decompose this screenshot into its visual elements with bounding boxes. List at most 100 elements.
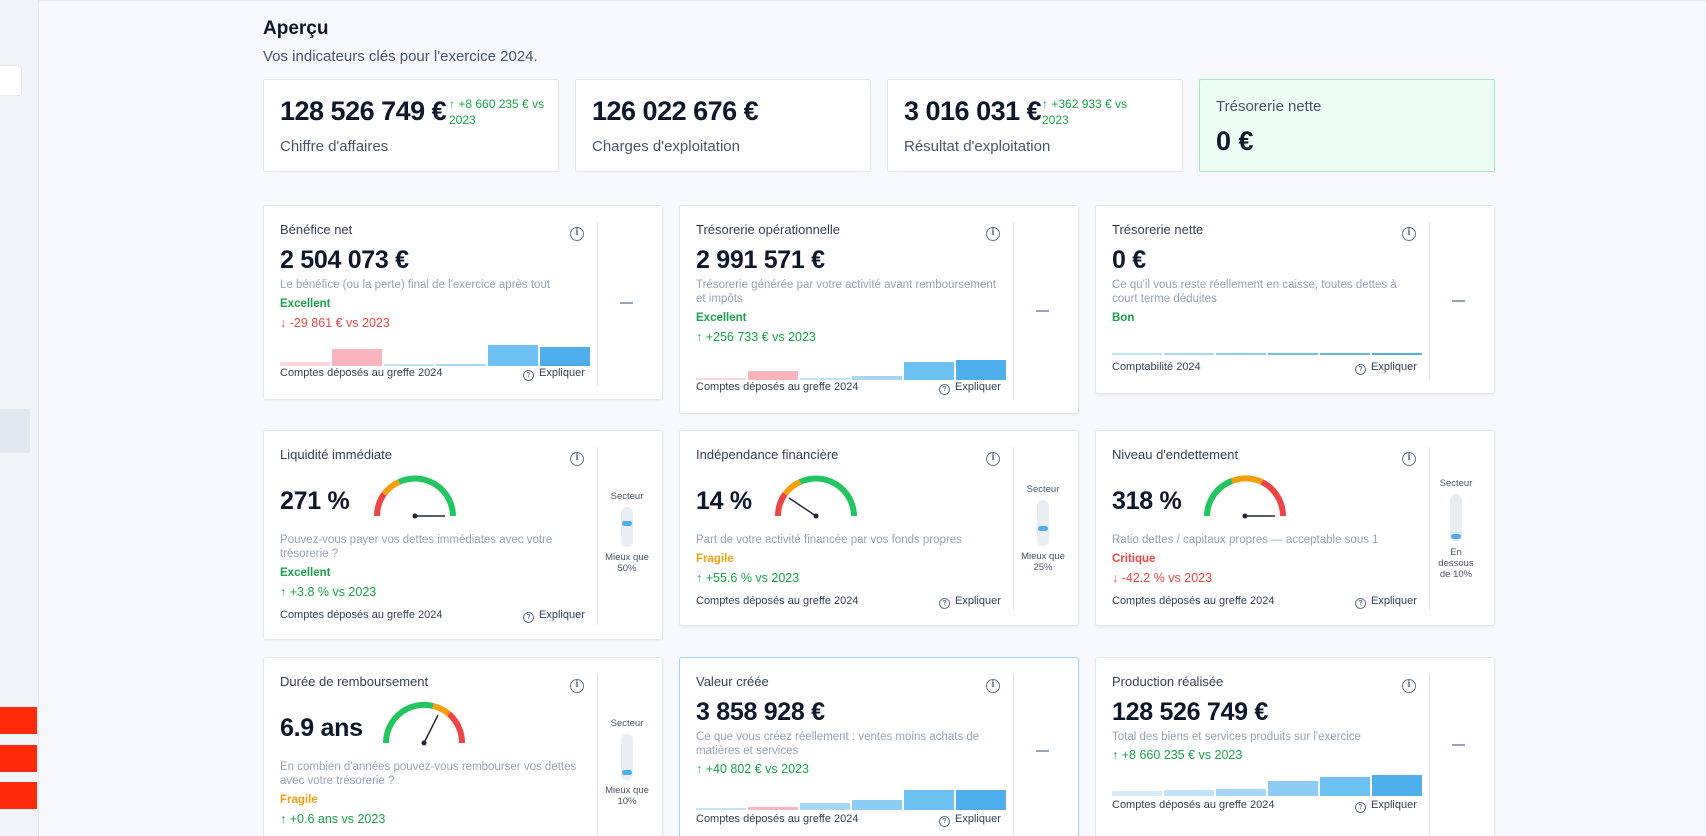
sector-track: [1450, 494, 1462, 542]
info-icon[interactable]: i: [570, 452, 584, 466]
card-description: Ce qu'il vous reste réellement en caisse…: [1112, 279, 1397, 305]
info-icon[interactable]: i: [986, 227, 1000, 241]
kpi-delta: ↑ +8 660 235 € vs 2023: [449, 97, 545, 127]
card-delta: ↑ +55.6 % vs 2023: [696, 571, 800, 585]
sidebar-search-field[interactable]: [0, 65, 22, 96]
card-divider: [1013, 222, 1014, 400]
explain-button[interactable]: ? Expliquer: [939, 813, 1001, 827]
help-icon: ?: [1355, 364, 1366, 375]
explain-button[interactable]: ? Expliquer: [1355, 361, 1417, 375]
trend-bar: [488, 345, 538, 366]
card-duree-remboursement[interactable]: Durée de remboursement i 6.9 ans En comb…: [263, 657, 663, 836]
card-description: Ce que vous créez réellement : ventes mo…: [696, 731, 980, 757]
trend-bar: [800, 803, 850, 810]
info-icon[interactable]: i: [986, 452, 1000, 466]
info-icon[interactable]: i: [570, 679, 584, 693]
explain-button[interactable]: ? Expliquer: [939, 381, 1001, 395]
info-icon[interactable]: i: [1402, 227, 1416, 241]
card-delta: ↑ +8 660 235 € vs 2023: [1112, 748, 1243, 762]
sidebar-alert-button[interactable]: [0, 745, 37, 772]
card-production-realisee[interactable]: Production réalisée i 128 526 749 € Tota…: [1095, 657, 1495, 836]
status-badge: Fragile: [696, 553, 734, 565]
explain-label: Expliquer: [1371, 799, 1417, 811]
sector-dash: [1452, 300, 1465, 302]
sector-rank: En dessous de 10%: [1438, 547, 1474, 580]
trend-bar: [1320, 353, 1370, 355]
card-source: Comptes déposés au greffe 2024: [1112, 595, 1275, 607]
card-title: Indépendance financière: [696, 447, 839, 462]
card-divider: [1013, 674, 1014, 836]
explain-button[interactable]: ? Expliquer: [523, 609, 585, 623]
page-title: Aperçu: [263, 18, 329, 39]
explain-button[interactable]: ? Expliquer: [939, 595, 1001, 609]
info-icon[interactable]: i: [570, 227, 584, 241]
card-title: Trésorerie nette: [1112, 222, 1204, 237]
trend-bar: [852, 376, 902, 380]
gauge-segment-green: [382, 702, 434, 744]
card-source: Comptes déposés au greffe 2024: [696, 595, 859, 607]
card-tresorerie-operationnelle[interactable]: Trésorerie opérationnelle i 2 991 571 € …: [679, 205, 1079, 414]
trend-bar: [904, 362, 954, 380]
card-delta: ↑ +40 802 € vs 2023: [696, 762, 809, 776]
help-icon: ?: [1355, 598, 1366, 609]
trend-bar: [696, 378, 746, 380]
card-value: 271 %: [280, 487, 350, 515]
trend-bar: [852, 800, 902, 810]
sector-rank: Mieux que 50%: [605, 552, 649, 574]
gauge-chart: [373, 475, 456, 519]
info-icon[interactable]: i: [1402, 679, 1416, 693]
card-divider: [1429, 447, 1430, 611]
card-liquidite-immediate[interactable]: Liquidité immédiate i 271 % Pouvez-vous …: [263, 430, 663, 640]
status-badge: Excellent: [280, 298, 331, 310]
explain-label: Expliquer: [955, 595, 1001, 607]
card-title: Trésorerie opérationnelle: [696, 222, 841, 237]
gauge-segment-red: [446, 711, 466, 744]
info-icon[interactable]: i: [986, 679, 1000, 693]
sector-track: [1037, 500, 1049, 546]
explain-button[interactable]: ? Expliquer: [1355, 595, 1417, 609]
card-title: Valeur créée: [696, 674, 769, 689]
kpi-chiffre-affaires[interactable]: 128 526 749 € ↑ +8 660 235 € vs 2023 Chi…: [263, 79, 559, 172]
gauge-chart: [1204, 475, 1286, 519]
trend-bars: [696, 354, 1006, 380]
explain-button[interactable]: ? Expliquer: [1355, 799, 1417, 813]
card-tresorerie-nette[interactable]: Trésorerie nette i 0 € Ce qu'il vous res…: [1095, 205, 1495, 394]
card-valeur-creee[interactable]: Valeur créée i 3 858 928 € Ce que vous c…: [679, 657, 1079, 836]
card-independance-financiere[interactable]: Indépendance financière i 14 % Part de v…: [679, 430, 1079, 626]
info-icon[interactable]: i: [1402, 452, 1416, 466]
page-header: Aperçu Vos indicateurs clés pour l'exerc…: [263, 18, 538, 65]
sector-label: Secteur: [610, 718, 644, 729]
trend-bar: [1164, 353, 1214, 355]
trend-bar: [1112, 791, 1162, 796]
kpi-resultat-exploitation[interactable]: 3 016 031 € ↑ +362 933 € vs 2023 Résulta…: [887, 79, 1183, 172]
gauge-pivot: [421, 740, 427, 746]
sidebar-alert-button[interactable]: [0, 707, 37, 734]
card-divider: [1429, 674, 1430, 836]
card-benefice-net[interactable]: Bénéfice net i 2 504 073 € Le bénéfice (…: [263, 205, 663, 400]
explain-button[interactable]: ? Expliquer: [523, 367, 585, 381]
card-delta: ↑ +256 733 € vs 2023: [696, 330, 816, 344]
help-icon: ?: [1355, 802, 1366, 813]
gauge-segment-green: [1204, 478, 1234, 517]
top-divider: [39, 0, 1706, 1]
card-niveau-endettement[interactable]: Niveau d'endettement i 318 % Ratio dette…: [1095, 430, 1495, 626]
gauge-segment-green: [397, 475, 456, 517]
sidebar-active-item[interactable]: [0, 409, 30, 453]
sidebar-alert-button[interactable]: [0, 782, 37, 809]
card-value: 2 991 571 €: [696, 246, 825, 274]
card-description: Part de votre activité financée par vos …: [696, 534, 962, 546]
gauge-segment-orange: [1230, 475, 1264, 485]
sector-track: [621, 507, 633, 547]
sector-marker: [1451, 534, 1461, 539]
card-value: 318 %: [1112, 487, 1182, 515]
sector-dash: [1452, 744, 1465, 746]
kpi-tresorerie-nette[interactable]: Trésorerie nette 0 €: [1199, 79, 1495, 172]
trend-bar: [748, 807, 798, 810]
trend-bar: [956, 360, 1006, 380]
kpi-charges-exploitation[interactable]: 126 022 676 € Charges d'exploitation: [575, 79, 871, 172]
card-source: Comptes déposés au greffe 2024: [696, 381, 859, 393]
explain-label: Expliquer: [1371, 361, 1417, 373]
trend-bar: [1164, 790, 1214, 796]
sector-marker: [622, 521, 632, 526]
sector-comparison: Secteur Mieux que 10%: [601, 718, 653, 807]
